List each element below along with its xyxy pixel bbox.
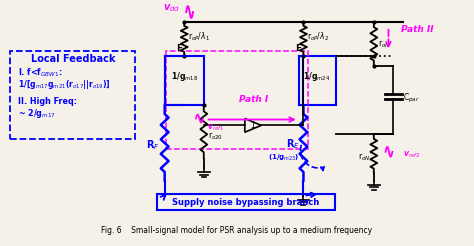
Text: II. High Freq:: II. High Freq: xyxy=(18,97,77,107)
Text: v$_{dd}$: v$_{dd}$ xyxy=(163,2,180,14)
Text: r$_{oP}$/$\lambda_1$: r$_{oP}$/$\lambda_1$ xyxy=(188,31,210,43)
Text: r$_{oN}$: r$_{oN}$ xyxy=(378,38,390,49)
Text: (1/g$_{m23}$): (1/g$_{m23}$) xyxy=(268,153,300,163)
Text: r$_{oN}$: r$_{oN}$ xyxy=(357,152,370,163)
Text: F: F xyxy=(176,44,182,53)
Text: Path I: Path I xyxy=(239,95,268,105)
Bar xyxy=(164,56,204,105)
Text: 1/g$_{m24}$: 1/g$_{m24}$ xyxy=(303,70,331,83)
Bar xyxy=(299,56,336,105)
Text: 1/g$_{m18}$: 1/g$_{m18}$ xyxy=(171,70,198,83)
Bar xyxy=(10,51,136,139)
Text: r$_{oP}$/$\lambda_2$: r$_{oP}$/$\lambda_2$ xyxy=(307,31,329,43)
Text: r$_{o20}$: r$_{o20}$ xyxy=(208,131,223,142)
Text: E: E xyxy=(295,44,301,53)
Text: 1: 1 xyxy=(251,121,255,130)
Text: I. f<f$_{GBW1}$:: I. f<f$_{GBW1}$: xyxy=(18,66,63,79)
Text: Fig. 6    Small-signal model for PSR analysis up to a medium frequency: Fig. 6 Small-signal model for PSR analys… xyxy=(101,226,373,235)
Text: R$_F$: R$_F$ xyxy=(146,138,160,152)
Text: Supply noise bypassing branch: Supply noise bypassing branch xyxy=(172,198,319,207)
Text: ~ 2/g$_{m17}$: ~ 2/g$_{m17}$ xyxy=(18,107,56,120)
Bar xyxy=(165,51,309,149)
Text: C$_{par}$: C$_{par}$ xyxy=(403,92,419,105)
Text: v$_{ref1}$: v$_{ref1}$ xyxy=(207,123,224,133)
Text: Path II: Path II xyxy=(401,25,434,34)
Text: v$_{ref2}$: v$_{ref2}$ xyxy=(403,150,420,160)
Text: 1/[g$_{m17}$g$_{m21}$(r$_{o17}$||r$_{o19}$)]: 1/[g$_{m17}$g$_{m21}$(r$_{o17}$||r$_{o19… xyxy=(18,78,111,91)
Text: Local Feedback: Local Feedback xyxy=(30,54,115,64)
Bar xyxy=(157,194,335,210)
Text: R$_E$: R$_E$ xyxy=(286,138,300,151)
